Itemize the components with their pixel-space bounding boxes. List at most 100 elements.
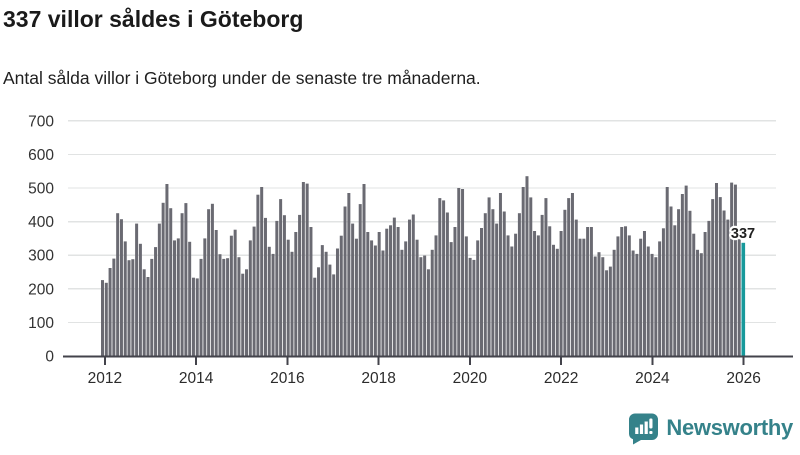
bar-month — [548, 226, 552, 356]
bar-month — [351, 223, 355, 356]
bar-month — [332, 274, 336, 356]
bar-month — [544, 198, 548, 356]
bar-month — [214, 230, 218, 356]
bar-month — [222, 258, 226, 356]
y-tick-label: 0 — [45, 349, 54, 366]
bar-month — [165, 184, 169, 356]
bar-month — [468, 257, 472, 356]
bar-month — [536, 235, 540, 356]
bar-month — [627, 235, 631, 356]
y-tick-label: 200 — [28, 281, 54, 298]
bar-month — [612, 249, 616, 356]
bar-month — [199, 258, 203, 356]
bar-month — [271, 253, 275, 356]
bar-month — [146, 277, 150, 356]
bar-month — [453, 227, 457, 356]
bar-month — [407, 219, 411, 356]
bar-month — [392, 217, 396, 356]
bar-month — [434, 235, 438, 356]
bar-month — [464, 236, 468, 356]
bar-month — [480, 228, 483, 356]
bar-month — [104, 282, 108, 356]
bar-month — [563, 209, 567, 356]
bar-month — [714, 183, 718, 356]
bar-month — [639, 238, 643, 356]
bar-month — [188, 241, 192, 356]
bar-month — [157, 223, 161, 356]
bar-month — [294, 232, 298, 356]
bar-month — [589, 227, 593, 356]
bar-month — [582, 238, 586, 356]
bar-month — [362, 184, 366, 356]
bar-month — [377, 232, 381, 356]
bar-month — [578, 238, 582, 356]
bar-month — [119, 219, 123, 356]
bar-month — [233, 229, 237, 356]
y-tick-label: 400 — [28, 214, 54, 231]
bar-month — [461, 189, 465, 356]
y-tick-label: 100 — [28, 315, 54, 332]
bar-month — [404, 241, 408, 356]
bar-month — [688, 210, 692, 356]
bar-month — [605, 270, 609, 356]
bar-month — [275, 220, 279, 356]
bar-month — [142, 269, 146, 356]
bar-month — [457, 188, 461, 356]
bar-month — [263, 217, 267, 356]
bar-month — [635, 253, 639, 356]
bar-month — [567, 198, 571, 356]
bar-month — [529, 197, 533, 356]
bar-month — [343, 206, 347, 356]
bar-month — [381, 250, 385, 356]
bar-month — [737, 236, 741, 356]
bar-month — [226, 258, 230, 356]
bar-month — [241, 273, 245, 356]
bar-month — [101, 280, 104, 356]
bar-month — [730, 182, 734, 356]
bar-month — [533, 231, 537, 356]
bar-month — [366, 232, 370, 356]
x-tick-label: 2026 — [726, 370, 760, 387]
bar-month — [445, 212, 449, 356]
bar-month — [313, 277, 317, 356]
newsworthy-wordmark: Newsworthy — [666, 415, 793, 440]
bar-month — [699, 253, 703, 356]
bar-month — [521, 187, 525, 356]
bar-month — [131, 259, 135, 356]
x-tick-label: 2024 — [635, 370, 670, 387]
bar-month — [161, 202, 165, 356]
x-tick-label: 2016 — [270, 370, 304, 387]
bar-month — [354, 238, 358, 356]
newsworthy-logo[interactable]: Newsworthy — [628, 412, 793, 444]
highlight-value-label: 337 — [731, 226, 755, 242]
bar-month — [540, 214, 544, 356]
bar-month — [502, 211, 506, 356]
bar-month — [510, 246, 514, 356]
bar-month — [237, 257, 241, 356]
bar-month — [665, 187, 669, 356]
bar-month — [358, 204, 362, 356]
bar-month — [608, 266, 612, 356]
bar-month — [127, 260, 131, 356]
newsworthy-icon — [629, 413, 659, 444]
bar-month — [290, 251, 294, 356]
bar-month — [495, 223, 499, 356]
bar-month — [373, 245, 377, 356]
bar-month — [279, 199, 283, 356]
bar-month — [631, 250, 635, 356]
bar-month — [150, 258, 154, 356]
bar-month — [555, 248, 559, 356]
bar-month — [195, 278, 199, 356]
bar-month — [570, 193, 574, 356]
bar-month — [642, 231, 646, 356]
x-tick-label: 2020 — [453, 370, 488, 387]
bar-month — [260, 187, 264, 356]
bar-month — [438, 198, 442, 356]
bar-month — [476, 240, 480, 356]
bar-month — [620, 227, 624, 356]
bar-month — [252, 226, 256, 356]
bar-month — [324, 251, 328, 356]
bar-month — [305, 183, 309, 356]
